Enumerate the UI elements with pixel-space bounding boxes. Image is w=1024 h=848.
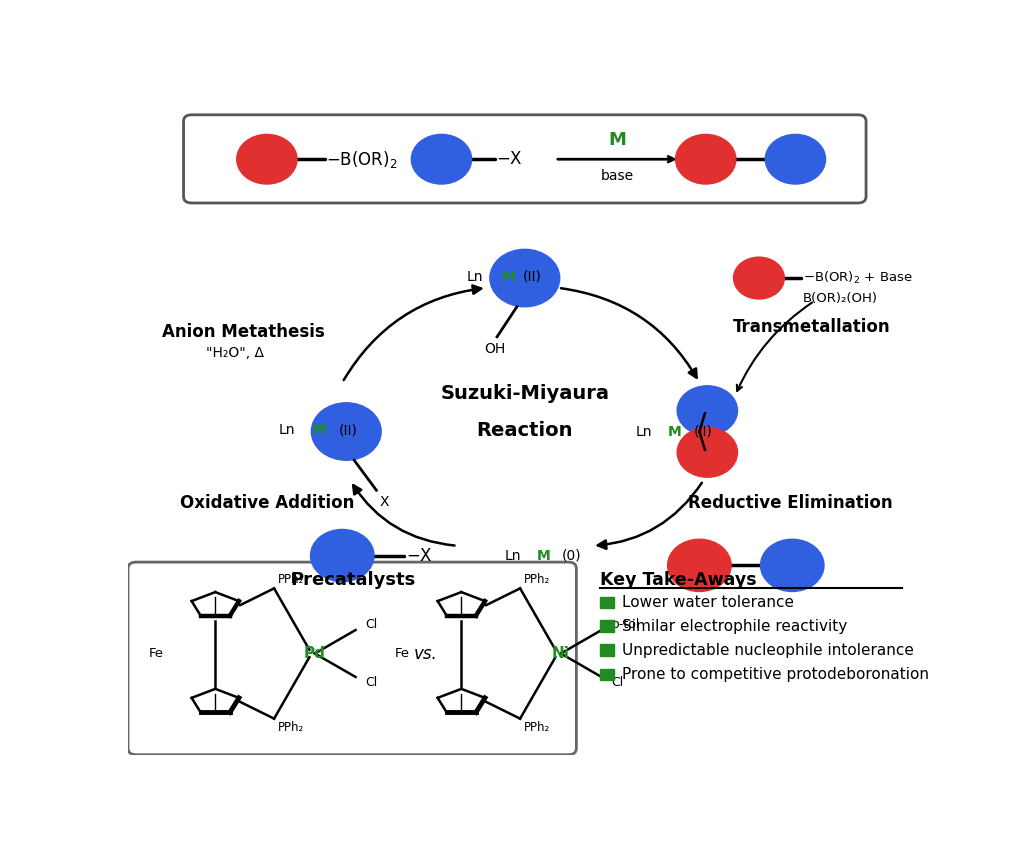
Text: $-$B(OR)$_2$: $-$B(OR)$_2$ [327,148,397,170]
Text: M: M [502,270,515,284]
Text: Oxidative Addition: Oxidative Addition [179,494,354,512]
Text: Suzuki-Miyaura: Suzuki-Miyaura [440,384,609,403]
Text: PPh₂: PPh₂ [279,573,304,587]
Text: X: X [380,495,389,510]
Circle shape [761,539,824,592]
Text: Fe: Fe [148,647,164,660]
Text: M: M [669,425,682,438]
Text: Key Take-Aways: Key Take-Aways [600,571,757,589]
FancyBboxPatch shape [183,114,866,203]
Text: (0): (0) [562,549,582,562]
FancyBboxPatch shape [128,562,577,755]
Text: Cl: Cl [365,676,377,689]
Text: $-$X: $-$X [497,150,523,168]
Text: $-$X: $-$X [406,547,432,565]
Text: $-$B(OR)$_2$ + Base: $-$B(OR)$_2$ + Base [803,270,912,286]
Text: Ln: Ln [467,270,483,284]
Circle shape [311,403,381,460]
Text: Reductive Elimination: Reductive Elimination [688,494,893,512]
Text: Ln: Ln [279,423,295,438]
Text: PPh₂: PPh₂ [524,573,550,587]
Text: OH: OH [484,342,505,356]
Circle shape [677,386,737,435]
Text: PPh₂: PPh₂ [524,721,550,734]
Text: Anion Metathesis: Anion Metathesis [162,322,325,341]
Circle shape [677,427,737,477]
Text: "H₂O", Δ: "H₂O", Δ [206,346,264,360]
Text: Similar electrophile reactivity: Similar electrophile reactivity [623,618,848,633]
Circle shape [489,249,560,307]
Text: vs.: vs. [414,644,437,662]
Bar [600,620,614,632]
Text: M: M [538,549,551,562]
Circle shape [668,539,731,592]
Text: Pd: Pd [304,646,326,661]
FancyArrowPatch shape [353,485,455,545]
Bar [600,597,614,609]
Text: Ni: Ni [552,646,569,661]
Bar [600,644,614,656]
Text: B(OR)₂(OH): B(OR)₂(OH) [803,293,878,305]
Text: Ln: Ln [505,549,521,562]
Circle shape [237,134,297,184]
Circle shape [765,134,825,184]
Text: M: M [312,423,327,438]
Text: Cl: Cl [611,676,623,689]
Text: Ln: Ln [635,425,651,438]
Text: Transmetallation: Transmetallation [733,318,891,336]
Circle shape [412,134,472,184]
Bar [600,668,614,680]
Circle shape [733,257,784,299]
FancyArrowPatch shape [561,288,696,377]
Text: Reaction: Reaction [476,421,573,440]
Text: (II): (II) [523,270,542,284]
FancyArrowPatch shape [344,286,481,380]
FancyArrowPatch shape [598,483,701,549]
Text: (II): (II) [694,425,713,438]
Circle shape [676,134,736,184]
Text: M: M [608,131,627,149]
Text: Prone to competitive protodeboronation: Prone to competitive protodeboronation [623,667,930,682]
Text: Lower water tolerance: Lower water tolerance [623,595,795,610]
Text: base: base [601,169,634,183]
Text: Unpredictable nucleophile intolerance: Unpredictable nucleophile intolerance [623,643,914,658]
Text: Fe: Fe [395,647,410,660]
Text: PPh₂: PPh₂ [279,721,304,734]
Circle shape [310,529,374,582]
Text: Precatalysts: Precatalysts [290,571,415,589]
Text: Cl: Cl [365,618,377,631]
Text: (II): (II) [338,423,357,438]
Text: o-tol: o-tol [611,618,639,631]
